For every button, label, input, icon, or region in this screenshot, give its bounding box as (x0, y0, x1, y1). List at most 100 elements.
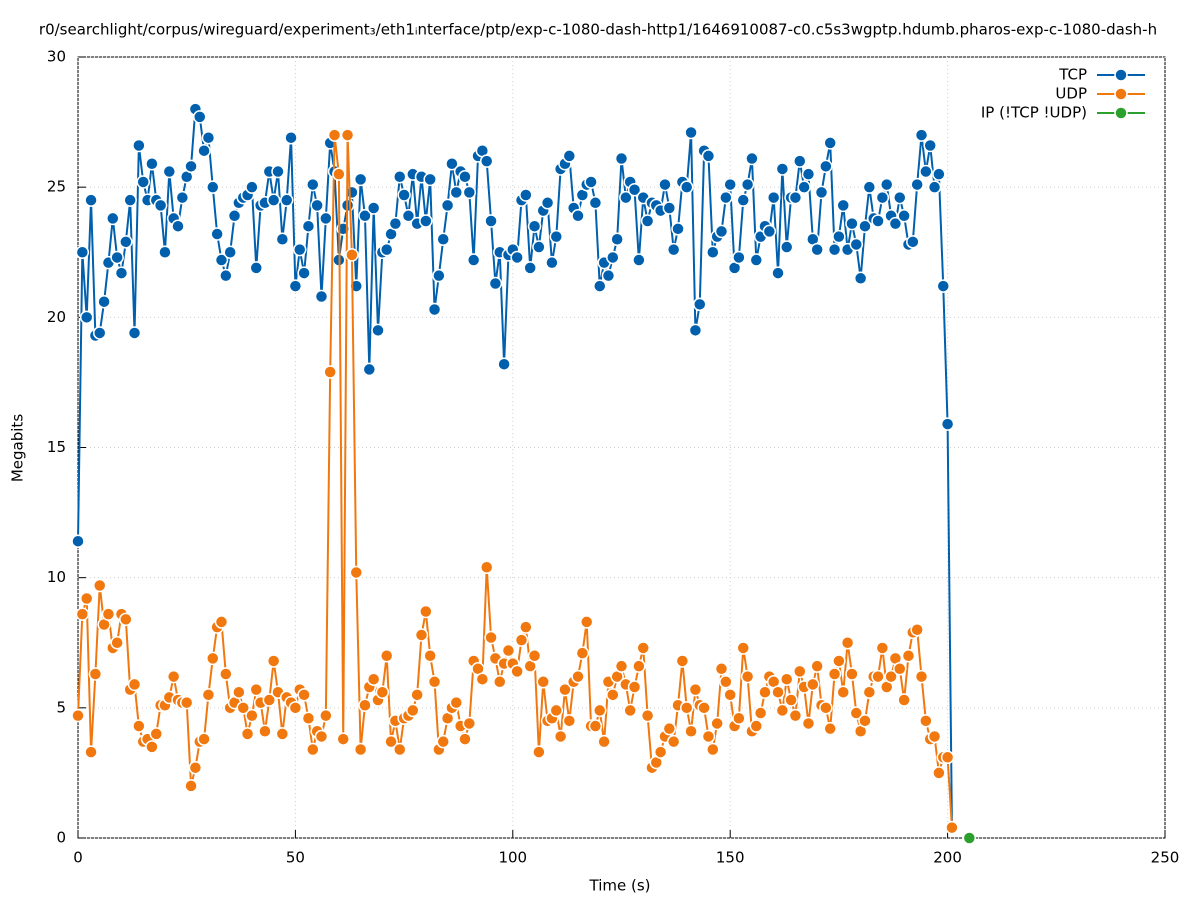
data-point (806, 677, 820, 692)
data-point (227, 209, 242, 223)
data-point (371, 323, 385, 338)
data-point (479, 560, 494, 575)
data-point (84, 745, 98, 759)
data-point (636, 641, 650, 655)
data-point (379, 649, 394, 663)
data-point (214, 615, 229, 629)
data-point (292, 242, 307, 257)
data-point (132, 138, 146, 153)
data-point (553, 729, 568, 744)
data-point (684, 125, 698, 140)
data-point (745, 151, 759, 166)
data-point (92, 578, 107, 593)
data-point (171, 219, 185, 233)
data-point (314, 729, 329, 744)
data-point (162, 164, 177, 179)
data-point (784, 693, 798, 707)
data-point (366, 201, 381, 215)
data-point (119, 612, 133, 627)
data-point (240, 727, 255, 741)
data-point (388, 216, 403, 231)
data-point (810, 659, 824, 673)
data-point (688, 682, 703, 697)
data-point (249, 682, 264, 697)
data-point (458, 732, 472, 746)
data-point (527, 649, 542, 663)
data-point (219, 667, 233, 681)
data-point (79, 591, 94, 606)
data-point (823, 721, 837, 736)
legend-label: TCP (1058, 66, 1087, 84)
data-point (423, 172, 437, 187)
y-tick-label: 25 (47, 178, 66, 196)
data-point (793, 664, 807, 679)
data-point (145, 156, 159, 171)
data-point (414, 628, 429, 642)
data-point (610, 232, 624, 246)
data-point (366, 672, 381, 686)
data-point (827, 242, 842, 257)
data-point (801, 167, 816, 181)
data-point (436, 232, 450, 246)
data-point (601, 268, 616, 283)
data-point (440, 198, 455, 213)
data-point (358, 209, 372, 223)
data-point (479, 154, 494, 168)
data-point (510, 664, 524, 679)
data-point (884, 669, 898, 684)
data-point (206, 651, 220, 666)
series-line (77, 134, 953, 828)
data-point (619, 190, 633, 205)
data-point (336, 732, 350, 746)
data-point (684, 724, 698, 739)
data-point (706, 245, 720, 259)
data-point (840, 636, 855, 650)
data-point (740, 669, 755, 684)
data-point (271, 164, 285, 179)
data-point (901, 649, 916, 663)
data-point (832, 654, 846, 668)
data-point (488, 276, 503, 291)
data-point (519, 620, 533, 634)
data-point (419, 214, 433, 228)
data-point (349, 565, 364, 580)
data-point (345, 248, 359, 262)
data-point (779, 240, 794, 254)
data-point (427, 675, 442, 689)
data-point (675, 654, 690, 668)
data-point (788, 190, 803, 205)
data-point (484, 214, 498, 228)
data-point (449, 695, 464, 710)
data-point (719, 675, 733, 689)
y-tick-label: 20 (47, 308, 66, 326)
data-point (932, 766, 946, 780)
data-point (679, 701, 694, 715)
data-point (214, 253, 229, 267)
data-point (101, 607, 116, 621)
data-point (749, 253, 764, 267)
y-tick-label: 30 (47, 48, 66, 66)
data-point (706, 742, 720, 757)
data-point (527, 219, 542, 233)
data-point (849, 706, 864, 720)
data-point (788, 708, 803, 723)
data-point (314, 289, 329, 304)
legend-label: IP (!TCP !UDP) (981, 104, 1087, 122)
data-point (297, 688, 311, 702)
data-point (110, 636, 124, 650)
data-point (484, 630, 498, 645)
data-point (275, 232, 290, 246)
data-point (319, 708, 333, 723)
data-point (310, 198, 324, 213)
data-point (327, 128, 342, 142)
data-point (836, 685, 850, 699)
data-point (775, 703, 790, 718)
legend-marker (1114, 106, 1128, 120)
data-point (710, 716, 724, 731)
data-point (71, 534, 85, 548)
data-point (910, 622, 924, 637)
data-point (871, 669, 885, 684)
data-point (853, 271, 868, 286)
data-point (693, 297, 707, 312)
data-point (462, 716, 477, 731)
